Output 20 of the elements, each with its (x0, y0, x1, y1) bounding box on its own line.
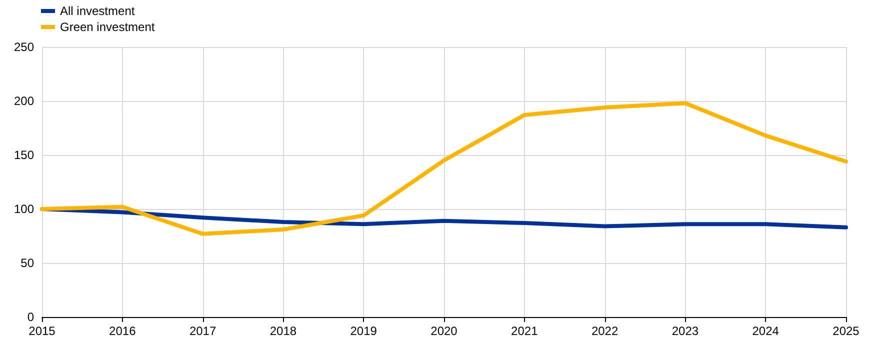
x-tick-label: 2015 (28, 324, 56, 338)
x-tick-label: 2017 (189, 324, 216, 338)
x-tick-label: 2020 (430, 324, 458, 338)
y-tick-label: 200 (14, 94, 34, 108)
x-tick-label: 2016 (109, 324, 136, 338)
x-tick-label: 2018 (270, 324, 297, 338)
y-tick-label: 250 (14, 40, 34, 54)
x-tick-label: 2019 (350, 324, 378, 338)
x-tick-label: 2024 (752, 324, 780, 338)
x-tick-label: 2022 (591, 324, 618, 338)
x-tick-label: 2023 (672, 324, 699, 338)
y-tick-label: 150 (14, 148, 34, 162)
line-series (40, 101, 848, 236)
legend-label: Green investment (60, 20, 156, 34)
y-tick-label: 0 (27, 310, 34, 324)
x-tick-label: 2021 (511, 324, 538, 338)
x-tick-label: 2025 (832, 324, 860, 338)
y-tick-label: 100 (14, 202, 34, 216)
legend-label: All investment (60, 4, 136, 18)
y-tick-label: 50 (20, 256, 34, 270)
